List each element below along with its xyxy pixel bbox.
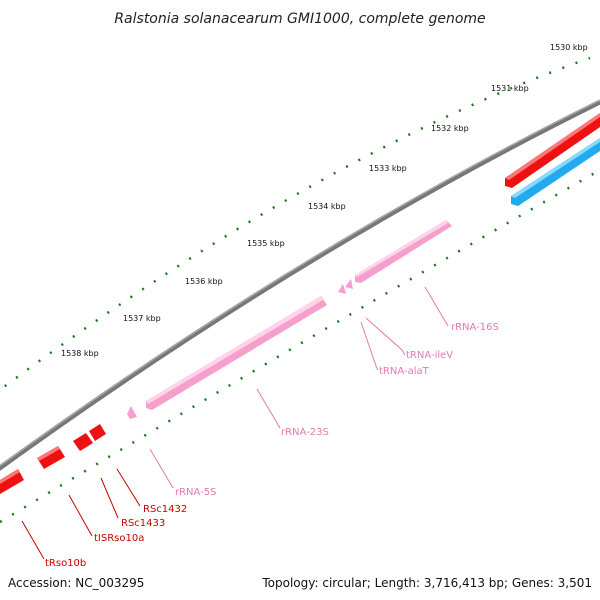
rrna-5s-feature xyxy=(127,406,137,419)
ruler-labels: 1530 kbp 1531 kbp 1532 kbp 1533 kbp 1534… xyxy=(61,43,588,358)
leader-trso10b xyxy=(21,520,45,560)
leader-rrna-23s xyxy=(256,388,281,429)
outer-tick-ring xyxy=(0,56,591,392)
accession-text: Accession: NC_003295 xyxy=(8,576,144,590)
genome-backbone xyxy=(0,99,600,471)
label-trna-alat: tRNA-alaT xyxy=(379,366,430,377)
cds-trso10b-feature xyxy=(0,469,24,494)
rrna-16s-feature xyxy=(355,220,452,283)
tick-label-1536: 1536 kbp xyxy=(185,277,223,286)
label-trso10b: tRso10b xyxy=(45,558,86,569)
tick-label-1532: 1532 kbp xyxy=(431,124,469,133)
label-rrna-5s: rRNA-5S xyxy=(175,487,216,498)
map-title: Ralstonia solanacearum GMI1000, complete… xyxy=(114,11,485,27)
cds-rsc1432-feature xyxy=(89,424,106,441)
leader-tisrso10a xyxy=(68,494,93,537)
feature-labels: rRNA-16S tRNA-ileV tRNA-alaT rRNA-23S rR… xyxy=(45,322,499,569)
leader-rsc1432 xyxy=(116,468,141,507)
label-rsc1432: RSc1432 xyxy=(143,504,187,515)
tick-label-1537: 1537 kbp xyxy=(123,314,161,323)
label-rrna-16s: rRNA-16S xyxy=(451,322,499,333)
cds-rsc1433-feature xyxy=(73,433,93,451)
rrna-23s-feature xyxy=(146,296,327,410)
trna-ilev-feature xyxy=(345,279,353,289)
leader-rsc1433 xyxy=(100,477,119,519)
leader-rrna-5s xyxy=(149,448,174,489)
leader-rrna-16s xyxy=(424,286,449,327)
genome-summary-text: Topology: circular; Length: 3,716,413 bp… xyxy=(261,576,592,590)
tick-label-1533: 1533 kbp xyxy=(369,164,407,173)
cds-tisrso10a-feature xyxy=(37,446,65,469)
tick-label-1531: 1531 kbp xyxy=(491,84,529,93)
leader-trna-ilev xyxy=(365,317,406,356)
label-trna-ilev: tRNA-ileV xyxy=(406,350,453,361)
inner-tick-ring xyxy=(0,168,600,524)
cds-feature-top-right-face xyxy=(505,113,600,180)
tick-label-1530: 1530 kbp xyxy=(550,43,588,52)
tick-label-1534: 1534 kbp xyxy=(308,202,346,211)
leader-lines xyxy=(21,286,449,560)
blue-feature-top-right-face xyxy=(511,138,600,198)
tick-label-1535: 1535 kbp xyxy=(247,239,285,248)
label-tisrso10a: tISRso10a xyxy=(94,533,144,544)
trna-alat-feature xyxy=(338,284,346,294)
tick-label-1538: 1538 kbp xyxy=(61,349,99,358)
label-rrna-23s: rRNA-23S xyxy=(281,427,329,438)
genome-backbone-highlight xyxy=(0,99,600,467)
label-rsc1433: RSc1433 xyxy=(121,518,165,529)
leader-trna-alat xyxy=(360,321,379,371)
